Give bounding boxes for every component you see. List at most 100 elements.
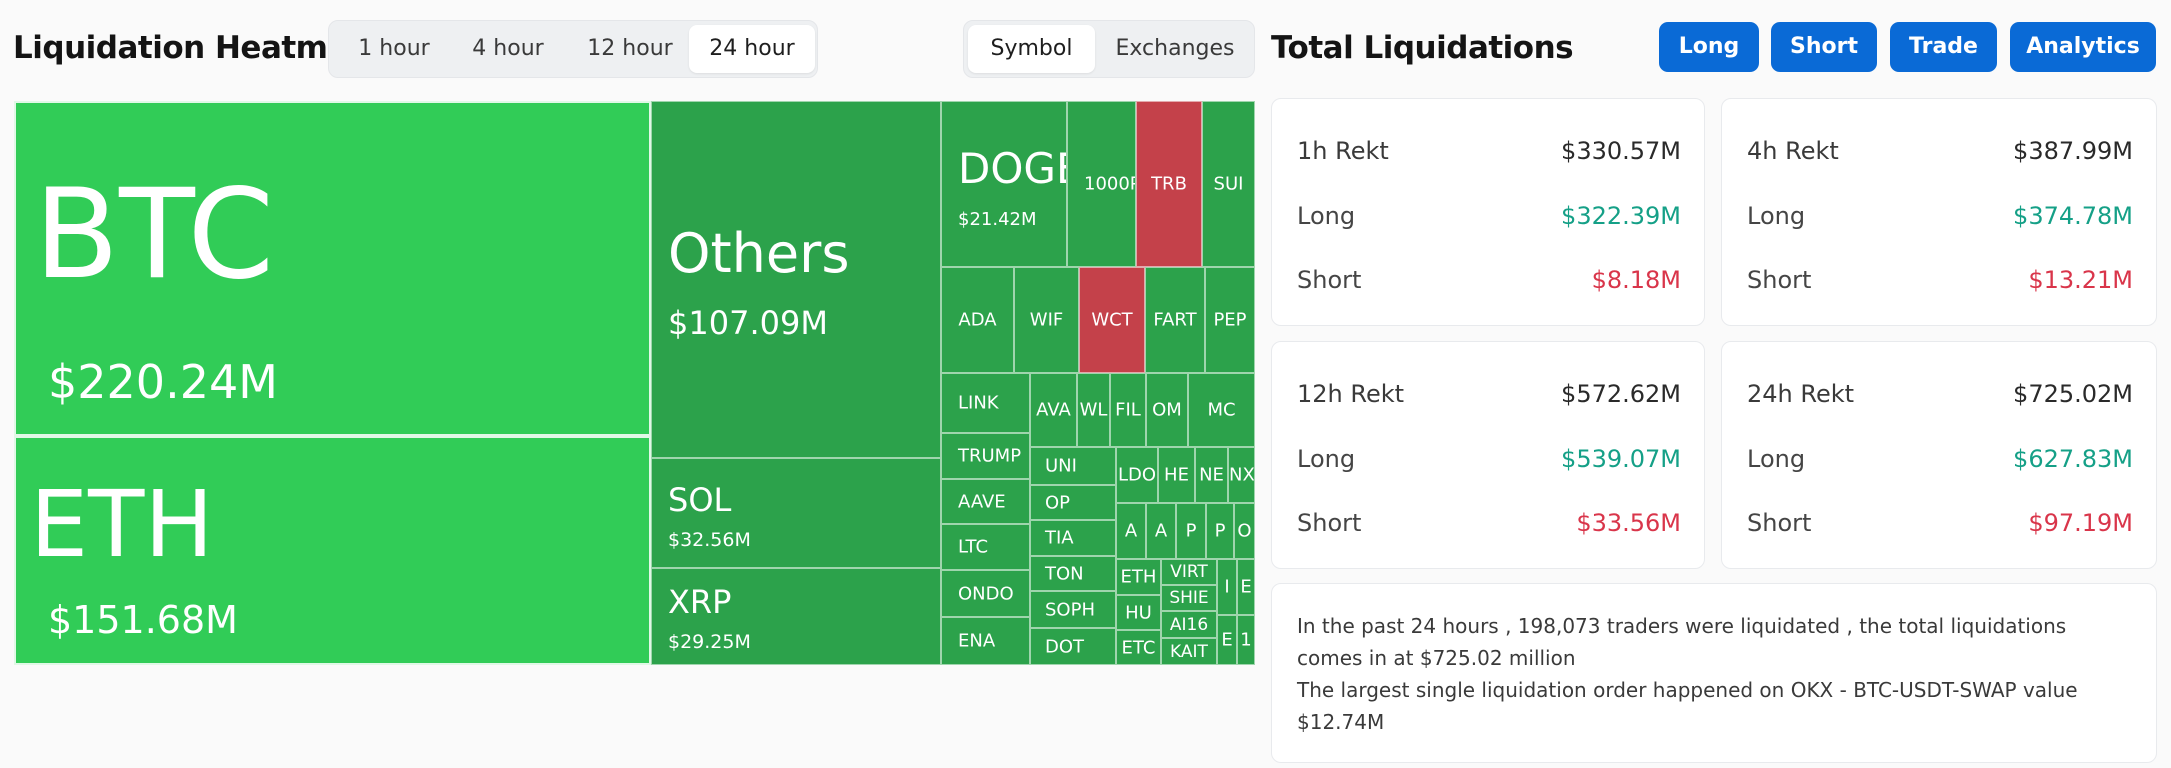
cell-symbol: WCT <box>1091 309 1133 331</box>
heatmap-cell[interactable]: O <box>1234 503 1255 559</box>
heatmap-cell[interactable]: LTC <box>941 524 1030 570</box>
cell-symbol: FIL <box>1115 399 1141 421</box>
heatmap-cell-others[interactable]: Others $107.09M <box>651 101 941 458</box>
tab-4-hour[interactable]: 4 hour <box>472 36 544 61</box>
heatmap-cell[interactable]: HU <box>1116 595 1161 630</box>
heatmap-cell[interactable]: DOT <box>1030 628 1116 665</box>
cell-symbol: AVA <box>1036 399 1071 421</box>
cell-symbol: ADA <box>958 309 997 331</box>
cell-symbol: A <box>1154 520 1168 542</box>
cell-symbol: BTC <box>34 163 275 307</box>
heatmap-cell[interactable]: AI16 <box>1161 611 1217 638</box>
long-amount: $539.07M <box>1561 445 1681 473</box>
heatmap-cell[interactable]: TON <box>1030 556 1116 591</box>
heatmap-cell[interactable]: E <box>1217 615 1237 665</box>
cell-value: $21.42M <box>958 209 1037 230</box>
heatmap-cell-sol[interactable]: SOL $32.56M <box>651 458 941 568</box>
cell-value: $220.24M <box>48 355 278 409</box>
cell-symbol: O <box>1237 520 1252 542</box>
heatmap-cell[interactable]: NE <box>1195 447 1228 503</box>
heatmap-cell[interactable]: WCT <box>1079 267 1145 373</box>
heatmap-cell[interactable]: AAVE <box>941 479 1030 524</box>
card-total: $572.62M <box>1561 380 1681 408</box>
heatmap-cell[interactable]: KAIT <box>1161 638 1217 665</box>
totals-title: Total Liquidations <box>1271 30 1574 66</box>
heatmap-cell[interactable]: 1000P <box>1067 101 1136 267</box>
cell-symbol: PEP <box>1213 309 1247 331</box>
heatmap-cell[interactable]: ETC <box>1116 630 1161 665</box>
card-title: 24h Rekt <box>1747 380 1855 408</box>
heatmap-cell-xrp[interactable]: XRP $29.25M <box>651 568 941 665</box>
heatmap-cell[interactable]: LDO <box>1116 447 1158 503</box>
heatmap-cell[interactable]: HE <box>1158 447 1195 503</box>
tab-symbol[interactable]: Symbol <box>968 25 1095 73</box>
heatmap-cell[interactable]: AVA <box>1030 373 1077 447</box>
cell-symbol: DOT <box>1045 636 1085 657</box>
card-title: 4h Rekt <box>1747 137 1839 165</box>
long-label: Long <box>1297 202 1356 230</box>
card-title: 12h Rekt <box>1297 380 1405 408</box>
cell-symbol: NX <box>1229 464 1255 486</box>
tab-24-hour[interactable]: 24 hour <box>689 25 815 73</box>
heatmap-cell[interactable]: 1 <box>1237 615 1255 665</box>
heatmap-cell-doge[interactable]: DOGE $21.42M <box>941 101 1067 267</box>
heatmap-cell[interactable]: E <box>1237 559 1255 615</box>
cell-symbol: LINK <box>958 392 999 414</box>
cell-value: $32.56M <box>668 529 751 551</box>
tab-12-hour[interactable]: 12 hour <box>587 36 673 61</box>
heatmap-cell[interactable]: NX <box>1228 447 1255 503</box>
liquidation-summary: In the past 24 hours , 198,073 traders w… <box>1271 583 2157 763</box>
heatmap-cell[interactable]: SHIE <box>1161 585 1217 611</box>
heatmap-cell[interactable]: FART <box>1145 267 1205 373</box>
heatmap-cell[interactable]: MC <box>1188 373 1255 447</box>
heatmap-cell[interactable]: TRUMP <box>941 433 1030 479</box>
view-selector: Symbol Exchanges <box>963 20 1255 78</box>
card-title: 1h Rekt <box>1297 137 1389 165</box>
heatmap-cell[interactable]: LINK <box>941 373 1030 433</box>
heatmap-cell[interactable]: FIL <box>1110 373 1146 447</box>
analytics-button[interactable]: Analytics <box>2010 22 2156 72</box>
cell-symbol: KAIT <box>1170 641 1208 662</box>
cell-symbol: VIRT <box>1170 562 1208 582</box>
heatmap-cell[interactable]: ETH <box>1116 559 1161 595</box>
heatmap-cell[interactable]: I <box>1217 559 1237 615</box>
cell-symbol: XRP <box>668 583 732 621</box>
heatmap-cell[interactable]: P <box>1206 503 1234 559</box>
trade-button[interactable]: Trade <box>1890 22 1997 72</box>
heatmap-cell[interactable]: A <box>1146 503 1176 559</box>
heatmap-cell[interactable]: ENA <box>941 617 1030 665</box>
heatmap-cell[interactable]: OP <box>1030 485 1116 520</box>
tab-1-hour[interactable]: 1 hour <box>358 36 430 61</box>
heatmap-cell[interactable]: ADA <box>941 267 1014 373</box>
card-total: $387.99M <box>2013 137 2133 165</box>
cell-symbol: LDO <box>1117 464 1157 486</box>
heatmap-cell[interactable]: TIA <box>1030 520 1116 556</box>
heatmap-cell-btc[interactable]: BTC $220.24M <box>14 101 651 436</box>
heatmap-cell[interactable]: UNI <box>1030 447 1116 485</box>
heatmap-cell[interactable]: SOPH <box>1030 591 1116 628</box>
short-label: Short <box>1297 509 1362 537</box>
heatmap-cell[interactable]: PEP <box>1205 267 1255 373</box>
heatmap-cell[interactable]: SUI <box>1202 101 1255 267</box>
short-amount: $97.19M <box>2028 509 2133 537</box>
cell-symbol: ONDO <box>958 583 1014 604</box>
short-button[interactable]: Short <box>1771 22 1877 72</box>
cell-symbol: SOL <box>668 481 732 519</box>
cell-symbol: E <box>1221 629 1233 651</box>
cell-symbol: E <box>1240 576 1252 598</box>
heatmap-cell[interactable]: A <box>1116 503 1146 559</box>
cell-symbol: P <box>1185 520 1197 542</box>
heatmap-cell[interactable]: WL <box>1077 373 1110 447</box>
rekt-card-1h: 1h Rekt $330.57M Long $322.39M Short $8.… <box>1271 98 1705 326</box>
long-button[interactable]: Long <box>1659 22 1759 72</box>
tab-exchanges[interactable]: Exchanges <box>1115 36 1235 61</box>
heatmap-cell-eth[interactable]: ETH $151.68M <box>14 436 651 665</box>
short-amount: $8.18M <box>1591 266 1681 294</box>
heatmap-cell[interactable]: OM <box>1146 373 1188 447</box>
heatmap-cell[interactable]: VIRT <box>1161 559 1217 585</box>
heatmap-cell[interactable]: TRB <box>1136 101 1202 267</box>
cell-symbol: ENA <box>958 630 996 652</box>
heatmap-cell[interactable]: WIF <box>1014 267 1079 373</box>
heatmap-cell[interactable]: ONDO <box>941 570 1030 617</box>
heatmap-cell[interactable]: P <box>1176 503 1206 559</box>
